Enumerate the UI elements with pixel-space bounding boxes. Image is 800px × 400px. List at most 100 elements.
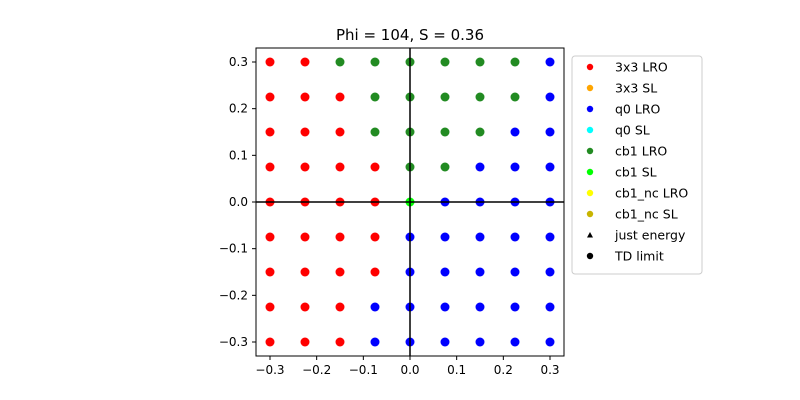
data-point (545, 337, 555, 347)
data-point (370, 337, 380, 347)
legend-label: cb1 SL (615, 165, 657, 180)
legend-label: q0 LRO (615, 102, 661, 117)
y-tick-label: 0.2 (229, 102, 248, 116)
data-point (300, 267, 310, 277)
data-point (475, 302, 485, 312)
data-point (545, 92, 555, 102)
y-tick-label: −0.3 (219, 335, 248, 349)
data-point (370, 302, 380, 312)
data-point (475, 57, 485, 67)
data-point (545, 57, 555, 67)
data-point (370, 162, 380, 172)
data-point (510, 162, 520, 172)
legend-label: cb1 LRO (615, 144, 667, 159)
data-point (265, 337, 275, 347)
data-point (370, 92, 380, 102)
data-point (335, 267, 345, 277)
data-point (475, 232, 485, 242)
legend-label: cb1_nc SL (615, 207, 678, 222)
data-point (370, 57, 380, 67)
legend-label: q0 SL (615, 123, 650, 138)
y-tick-label: 0.3 (229, 55, 248, 69)
data-point (335, 57, 345, 67)
data-point (440, 232, 450, 242)
data-point (440, 162, 450, 172)
x-tick-label: −0.3 (255, 363, 284, 377)
data-point (440, 302, 450, 312)
legend-marker (586, 189, 594, 197)
data-point (545, 162, 555, 172)
data-point (545, 127, 555, 137)
data-point (335, 302, 345, 312)
data-point (440, 92, 450, 102)
x-tick-label: 0.0 (400, 363, 419, 377)
legend-label: 3x3 LRO (615, 60, 668, 75)
data-point (440, 127, 450, 137)
chart-title: Phi = 104, S = 0.36 (336, 26, 484, 44)
legend-marker (586, 252, 594, 260)
y-tick-label: 0.1 (229, 148, 248, 162)
data-point (475, 337, 485, 347)
legend-label: TD limit (614, 249, 664, 264)
x-tick-label: −0.2 (302, 363, 331, 377)
data-point (545, 302, 555, 312)
data-point (300, 162, 310, 172)
data-point (300, 57, 310, 67)
data-point (370, 267, 380, 277)
data-point (335, 337, 345, 347)
legend-marker (586, 63, 594, 71)
data-point (300, 127, 310, 137)
legend-marker (586, 126, 594, 134)
data-point (370, 127, 380, 137)
x-tick-label: 0.3 (540, 363, 559, 377)
data-point (265, 127, 275, 137)
x-tick-label: 0.2 (494, 363, 513, 377)
data-point (510, 337, 520, 347)
data-point (510, 302, 520, 312)
data-point (440, 57, 450, 67)
x-tick-label: −0.1 (349, 363, 378, 377)
data-point (510, 57, 520, 67)
data-point (475, 127, 485, 137)
data-point (300, 302, 310, 312)
legend-label: 3x3 SL (615, 81, 657, 96)
legend-marker (586, 84, 594, 92)
data-point (440, 337, 450, 347)
data-point (300, 92, 310, 102)
data-point (510, 232, 520, 242)
data-point (510, 127, 520, 137)
legend-marker-triangle (587, 232, 593, 238)
data-point (335, 127, 345, 137)
data-point (335, 92, 345, 102)
x-tick-label: 0.1 (447, 363, 466, 377)
legend-label: cb1_nc LRO (615, 186, 688, 201)
data-point (545, 232, 555, 242)
data-point (335, 162, 345, 172)
data-point (475, 162, 485, 172)
data-point (265, 92, 275, 102)
data-point (265, 267, 275, 277)
data-point (300, 337, 310, 347)
data-point (300, 232, 310, 242)
data-point (510, 92, 520, 102)
data-point (370, 232, 380, 242)
data-point (335, 232, 345, 242)
y-tick-label: −0.1 (219, 242, 248, 256)
data-point (265, 57, 275, 67)
data-point (475, 92, 485, 102)
legend-label: just energy (614, 228, 686, 243)
data-point (265, 302, 275, 312)
data-point (545, 267, 555, 277)
data-point (440, 267, 450, 277)
data-point (265, 232, 275, 242)
legend-marker (586, 147, 594, 155)
data-point (475, 267, 485, 277)
data-point (510, 267, 520, 277)
y-tick-label: 0.0 (229, 195, 248, 209)
legend-box (571, 55, 703, 275)
data-point (265, 162, 275, 172)
legend-marker (586, 105, 594, 113)
y-tick-label: −0.2 (219, 288, 248, 302)
legend-marker (586, 168, 594, 176)
